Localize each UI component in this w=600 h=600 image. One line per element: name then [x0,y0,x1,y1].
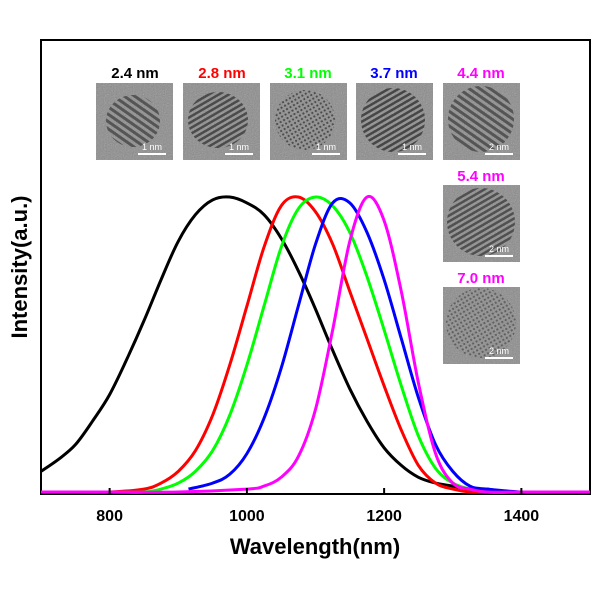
tem-image-2 [183,83,260,160]
svg-text:2 nm: 2 nm [489,142,509,152]
tem-image-3 [270,83,347,160]
svg-text:1 nm: 1 nm [142,142,162,152]
x-ticks: 800 1000 1200 1400 [96,488,539,525]
scale-bar-7: 2 nm [485,346,513,359]
inset-label-5: 4.4 nm [457,65,505,82]
svg-text:1 nm: 1 nm [402,142,422,152]
x-tick-label: 1200 [366,508,402,525]
x-tick-label: 1000 [229,508,265,525]
inset-label-2: 2.8 nm [198,65,246,82]
x-tick-label: 800 [96,508,123,525]
tem-image-1 [96,83,173,160]
tem-image-6 [443,185,520,262]
svg-text:2 nm: 2 nm [489,244,509,254]
tem-image-7 [443,287,520,364]
tem-image-5 [443,83,520,160]
inset-label-1: 2.4 nm [111,65,159,82]
series-line-2 [40,195,590,494]
scale-bar-1: 1 nm [138,142,166,155]
series-line-4 [188,196,590,494]
scale-bar-5: 2 nm [485,142,513,155]
svg-text:2 nm: 2 nm [489,346,509,356]
x-axis-title: Wavelength(nm) [230,534,400,559]
tem-insets: 2.4 nm 2.8 nm 3.1 nm 3.7 nm 4.4 nm 5.4 n… [96,65,520,364]
plot-frame [40,39,591,495]
inset-label-7: 7.0 nm [457,270,505,287]
x-tick-label: 1400 [504,508,540,525]
svg-text:1 nm: 1 nm [229,142,249,152]
inset-label-6: 5.4 nm [457,168,505,185]
scale-bar-3: 1 nm [312,142,340,155]
tem-image-4 [356,83,433,160]
series-line-5 [40,194,590,494]
scale-bar-2: 1 nm [225,142,253,155]
curves [40,194,590,494]
inset-label-3: 3.1 nm [284,65,332,82]
scale-bar-4: 1 nm [398,142,426,155]
svg-text:1 nm: 1 nm [316,142,336,152]
inset-label-4: 3.7 nm [370,65,418,82]
scale-bar-6: 2 nm [485,244,513,257]
y-axis-title: Intensity(a.u.) [7,195,32,338]
